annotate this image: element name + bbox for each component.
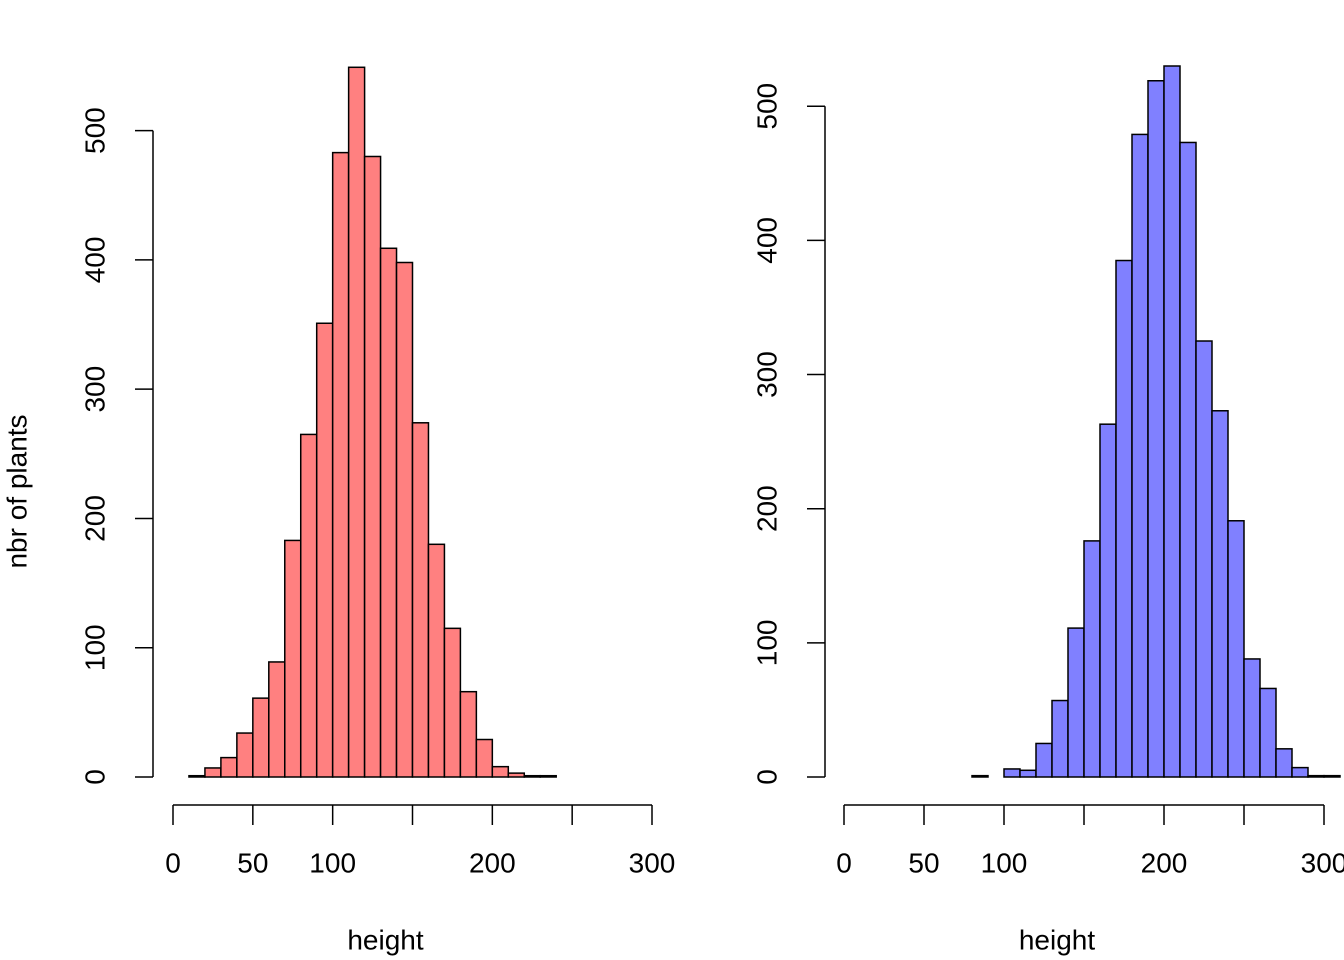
x-axis-label: height (347, 924, 424, 955)
bar (1163, 65, 1181, 778)
x-tick-label: 0 (836, 847, 852, 878)
bar (1227, 520, 1245, 778)
bar (1147, 80, 1165, 778)
bar (1243, 658, 1261, 778)
x-tick-label: 200 (469, 847, 516, 878)
bar (1019, 769, 1037, 778)
bar (1083, 540, 1101, 778)
bar (459, 690, 478, 778)
x-tick-label: 300 (1301, 847, 1344, 878)
y-axis-label: nbr of plants (1, 414, 32, 568)
bar (236, 732, 254, 778)
bar (411, 422, 430, 778)
y-tick-label: 400 (751, 217, 782, 264)
bar (347, 66, 366, 778)
bar (507, 772, 526, 778)
bar (1179, 141, 1197, 778)
x-tick-label: 100 (981, 847, 1028, 878)
bar (1259, 687, 1277, 778)
bar (491, 765, 510, 778)
y-tick-label: 300 (79, 366, 110, 413)
x-tick-label: 300 (629, 847, 676, 878)
bar (315, 322, 334, 778)
y-tick-label: 200 (79, 495, 110, 542)
x-tick-label: 50 (908, 847, 939, 878)
bar (379, 247, 398, 778)
bar (363, 155, 382, 778)
bar (971, 774, 989, 778)
y-tick-label: 300 (751, 351, 782, 398)
y-tick-label: 400 (79, 237, 110, 284)
y-tick-label: 0 (79, 769, 110, 785)
bar (523, 774, 541, 778)
bar (1051, 699, 1069, 778)
bar (252, 697, 270, 778)
bar (1003, 768, 1021, 778)
x-axis-label: height (1019, 924, 1096, 955)
bar (1307, 774, 1325, 778)
bar (1211, 410, 1229, 778)
bar (1067, 627, 1085, 778)
bar (220, 756, 238, 778)
y-tick-label: 100 (79, 624, 110, 671)
bar (1291, 766, 1309, 778)
bar (204, 767, 222, 778)
bar (1035, 742, 1053, 778)
bar (331, 151, 350, 778)
bar (1323, 774, 1341, 778)
x-tick-label: 50 (237, 847, 268, 878)
bar (475, 738, 494, 778)
bar (1131, 133, 1149, 778)
bar (539, 774, 557, 778)
bar (1195, 340, 1213, 778)
bar (443, 627, 462, 778)
y-tick-label: 500 (79, 107, 110, 154)
bar (1275, 748, 1293, 778)
bar (268, 661, 286, 778)
y-tick-label: 500 (751, 83, 782, 130)
bar (284, 539, 302, 778)
y-tick-label: 200 (751, 485, 782, 532)
bar (1099, 423, 1117, 778)
bar (299, 433, 318, 778)
y-tick-label: 100 (751, 619, 782, 666)
y-tick-label: 0 (751, 769, 782, 785)
bar (395, 261, 414, 778)
bar (188, 774, 206, 778)
x-tick-label: 0 (165, 847, 181, 878)
bar (427, 543, 446, 778)
x-tick-label: 200 (1141, 847, 1188, 878)
x-tick-label: 100 (309, 847, 356, 878)
bar (1115, 259, 1133, 778)
